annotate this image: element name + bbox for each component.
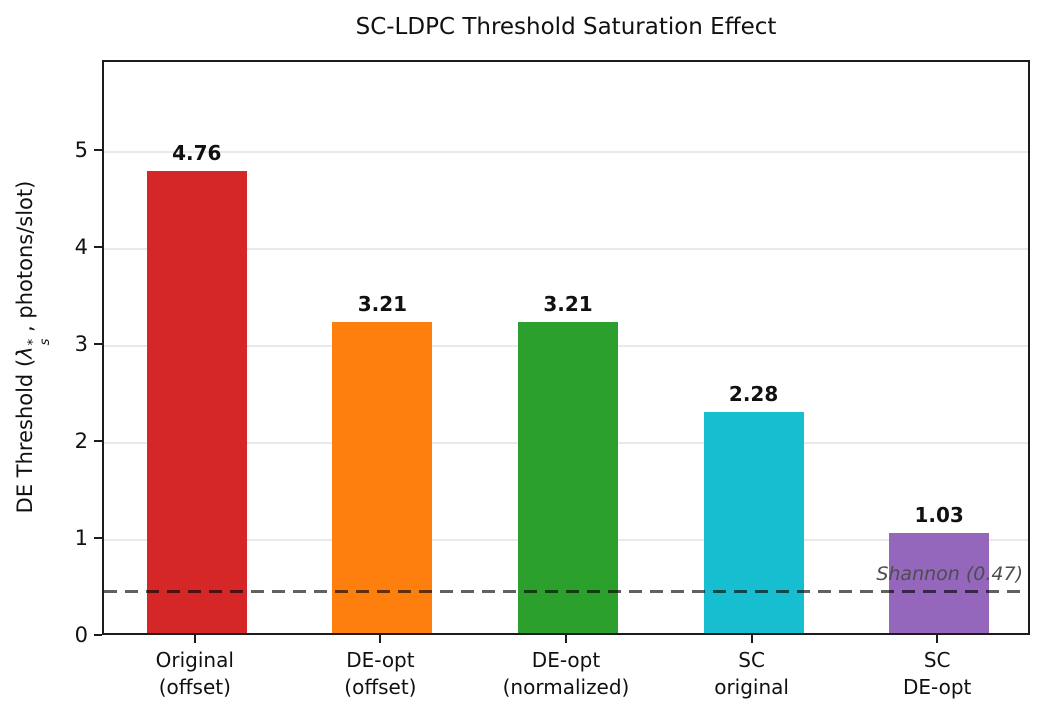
- x-tick-label-line: original: [714, 675, 789, 699]
- x-tick-label-line: DE-opt: [346, 648, 415, 672]
- x-tick-label: Original (offset): [100, 647, 290, 701]
- bar-value-label: 4.76: [172, 141, 222, 166]
- x-tick-label-line: Original: [155, 648, 234, 672]
- bar: [518, 321, 618, 633]
- y-tick-mark: [94, 440, 102, 443]
- y-tick-mark: [94, 634, 102, 636]
- bar-value-label: 1.03: [914, 503, 964, 528]
- shannon-line: [104, 589, 1028, 593]
- bar-value-label: 2.28: [728, 381, 779, 406]
- y-tick-mark: [94, 537, 102, 540]
- x-tick-label: DE-opt (normalized): [471, 647, 661, 701]
- bar: [703, 411, 804, 633]
- y-tick-label: 3: [74, 332, 88, 357]
- y-axis-label-suffix: , photons/slot): [13, 180, 38, 339]
- x-tick-label-line: DE-opt: [902, 675, 972, 699]
- x-tick-label-line: (offset): [158, 675, 231, 699]
- x-tick-mark: [565, 635, 567, 643]
- x-tick-label: SC original: [657, 647, 847, 701]
- y-tick-label: 5: [74, 138, 88, 163]
- x-tick-mark: [379, 635, 382, 643]
- y-tick-label: 0: [74, 623, 88, 647]
- y-tick-label: 4: [74, 235, 88, 260]
- shannon-label: Shannon (0.47): [876, 563, 1023, 586]
- bar: [146, 171, 247, 633]
- x-tick-label-line: DE-opt: [531, 648, 601, 672]
- x-tick-label: SC DE-opt: [842, 647, 1032, 701]
- bar-value-label: 3.21: [543, 291, 593, 316]
- y-tick-mark: [94, 246, 102, 249]
- x-tick-mark: [193, 635, 196, 643]
- x-tick-label-line: SC: [738, 648, 765, 672]
- x-tick-label-line: SC: [923, 648, 951, 672]
- plot-area: 4.76 3.21 3.21 2.28 1.03 Shannon (0.47): [102, 60, 1030, 635]
- y-tick-mark: [94, 343, 102, 346]
- x-tick-mark: [750, 635, 753, 643]
- bar-value-label: 3.21: [357, 291, 408, 316]
- x-tick-mark: [936, 635, 939, 643]
- gridline: [104, 151, 1028, 153]
- x-tick-label: DE-opt (offset): [285, 647, 475, 701]
- y-tick-label: 1: [74, 526, 88, 551]
- x-tick-label-line: (offset): [344, 675, 417, 699]
- chart-title: SC-LDPC Threshold Saturation Effect: [355, 14, 777, 40]
- gridline: [104, 248, 1028, 250]
- bar: [332, 321, 433, 633]
- y-tick-label: 2: [74, 429, 88, 454]
- x-tick-label-line: (normalized): [502, 675, 630, 699]
- bar: [889, 533, 990, 633]
- y-tick-mark: [94, 149, 102, 152]
